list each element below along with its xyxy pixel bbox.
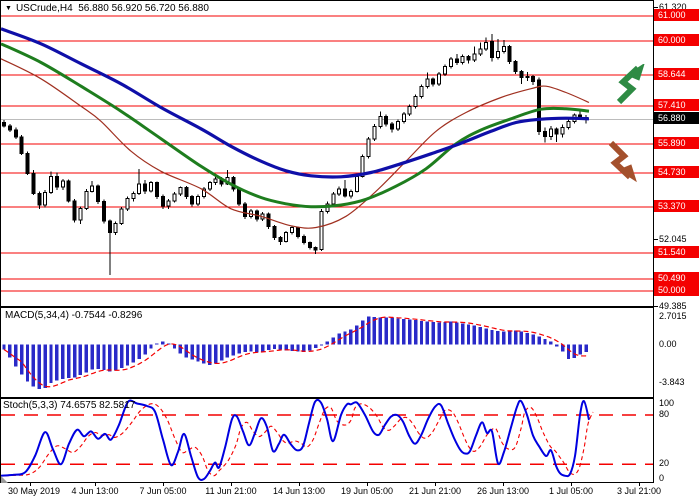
- sell-signal-arrow-icon[interactable]: [606, 139, 644, 183]
- x-axis-label: 30 May 2019: [7, 486, 61, 496]
- price-axis-label: 52.045: [659, 234, 687, 245]
- price-chart-canvas[interactable]: [1, 1, 653, 306]
- x-axis-tick-mark: [299, 482, 300, 486]
- stochastic-indicator-panel[interactable]: [0, 398, 654, 483]
- ohlc-quote-values: 56.880 56.920 56.720 56.880: [78, 3, 209, 14]
- price-scale-axis[interactable]: 61.320 52.045 49.385 61.000 60.000 58.644 57.4…: [654, 0, 700, 500]
- symbol-dropdown-icon[interactable]: ▼: [5, 5, 12, 12]
- x-axis-tick-mark: [163, 482, 164, 486]
- time-scale-axis[interactable]: 30 May 2019 4 Jun 13:00 7 Jun 05:00 11 Jun …: [0, 482, 661, 500]
- buy-signal-arrow-icon[interactable]: [614, 64, 652, 108]
- stoch-axis-label: 100: [659, 398, 675, 408]
- x-axis-label: 14 Jun 13:00: [272, 486, 326, 496]
- panel-resize-handle[interactable]: [1, 476, 8, 483]
- symbol-timeframe-label: USCrude,H4: [15, 3, 73, 14]
- level-price-label: 60.000: [654, 34, 699, 47]
- stoch-axis-label: 0: [659, 473, 665, 483]
- level-price-label: 53.370: [654, 200, 699, 212]
- level-price-label: 58.644: [654, 68, 699, 81]
- level-price-label: 54.730: [654, 166, 699, 178]
- x-axis-tick-mark: [231, 482, 232, 486]
- x-axis-label: 4 Jun 13:00: [71, 486, 119, 496]
- price-axis-label: 49.385: [659, 300, 687, 311]
- macd-axis-label: 0.00: [659, 338, 677, 349]
- x-axis-tick-mark: [571, 482, 572, 486]
- stoch-indicator-label: Stoch(5,3,3) 74.6575 82.5817: [3, 400, 136, 411]
- stoch-axis-label: 80: [659, 409, 670, 419]
- axis-tick-mark: [654, 239, 658, 240]
- x-axis-label: 11 Jun 21:00: [205, 486, 257, 496]
- level-price-label: 50.000: [654, 284, 699, 297]
- stochastic-canvas[interactable]: [1, 399, 653, 482]
- price-axis-label: 61.320: [659, 2, 687, 13]
- axis-tick-mark: [654, 306, 658, 307]
- x-axis-tick-mark: [435, 482, 436, 486]
- x-axis-tick-mark: [30, 482, 31, 486]
- level-price-label: 51.540: [654, 245, 699, 258]
- level-price-label: 55.890: [654, 137, 699, 149]
- macd-indicator-label: MACD(5,34,4) -0.7544 -0.8296: [5, 310, 143, 321]
- axis-tick-mark: [654, 7, 658, 8]
- x-axis-tick-mark: [503, 482, 504, 486]
- level-price-label: 61.000: [654, 9, 699, 22]
- macd-axis-label: 2.7015: [659, 311, 687, 322]
- macd-axis-label: -3.843: [659, 376, 685, 387]
- level-price-label: 57.410: [654, 99, 699, 111]
- x-axis-label: 19 Jun 05:00: [340, 486, 394, 496]
- x-axis-tick-mark: [639, 482, 640, 486]
- price-chart-panel[interactable]: [0, 0, 654, 307]
- macd-indicator-panel[interactable]: [0, 307, 654, 398]
- x-axis-label: 7 Jun 05:00: [139, 486, 187, 496]
- x-axis-label: 26 Jun 13:00: [476, 486, 530, 496]
- chart-title: ▼ USCrude,H4 56.880 56.920 56.720 56.880: [5, 3, 209, 14]
- x-axis-tick-mark: [367, 482, 368, 486]
- x-axis-tick-mark: [95, 482, 96, 486]
- x-axis-label: 21 Jun 21:00: [408, 486, 462, 496]
- macd-canvas[interactable]: [1, 308, 653, 397]
- x-axis-label: 3 Jul 21:00: [616, 486, 662, 496]
- x-axis-label: 1 Jul 05:00: [548, 486, 594, 496]
- stoch-axis-label: 20: [659, 458, 670, 469]
- level-price-label: 50.490: [654, 272, 699, 284]
- current-price-label: 56.880: [654, 112, 699, 125]
